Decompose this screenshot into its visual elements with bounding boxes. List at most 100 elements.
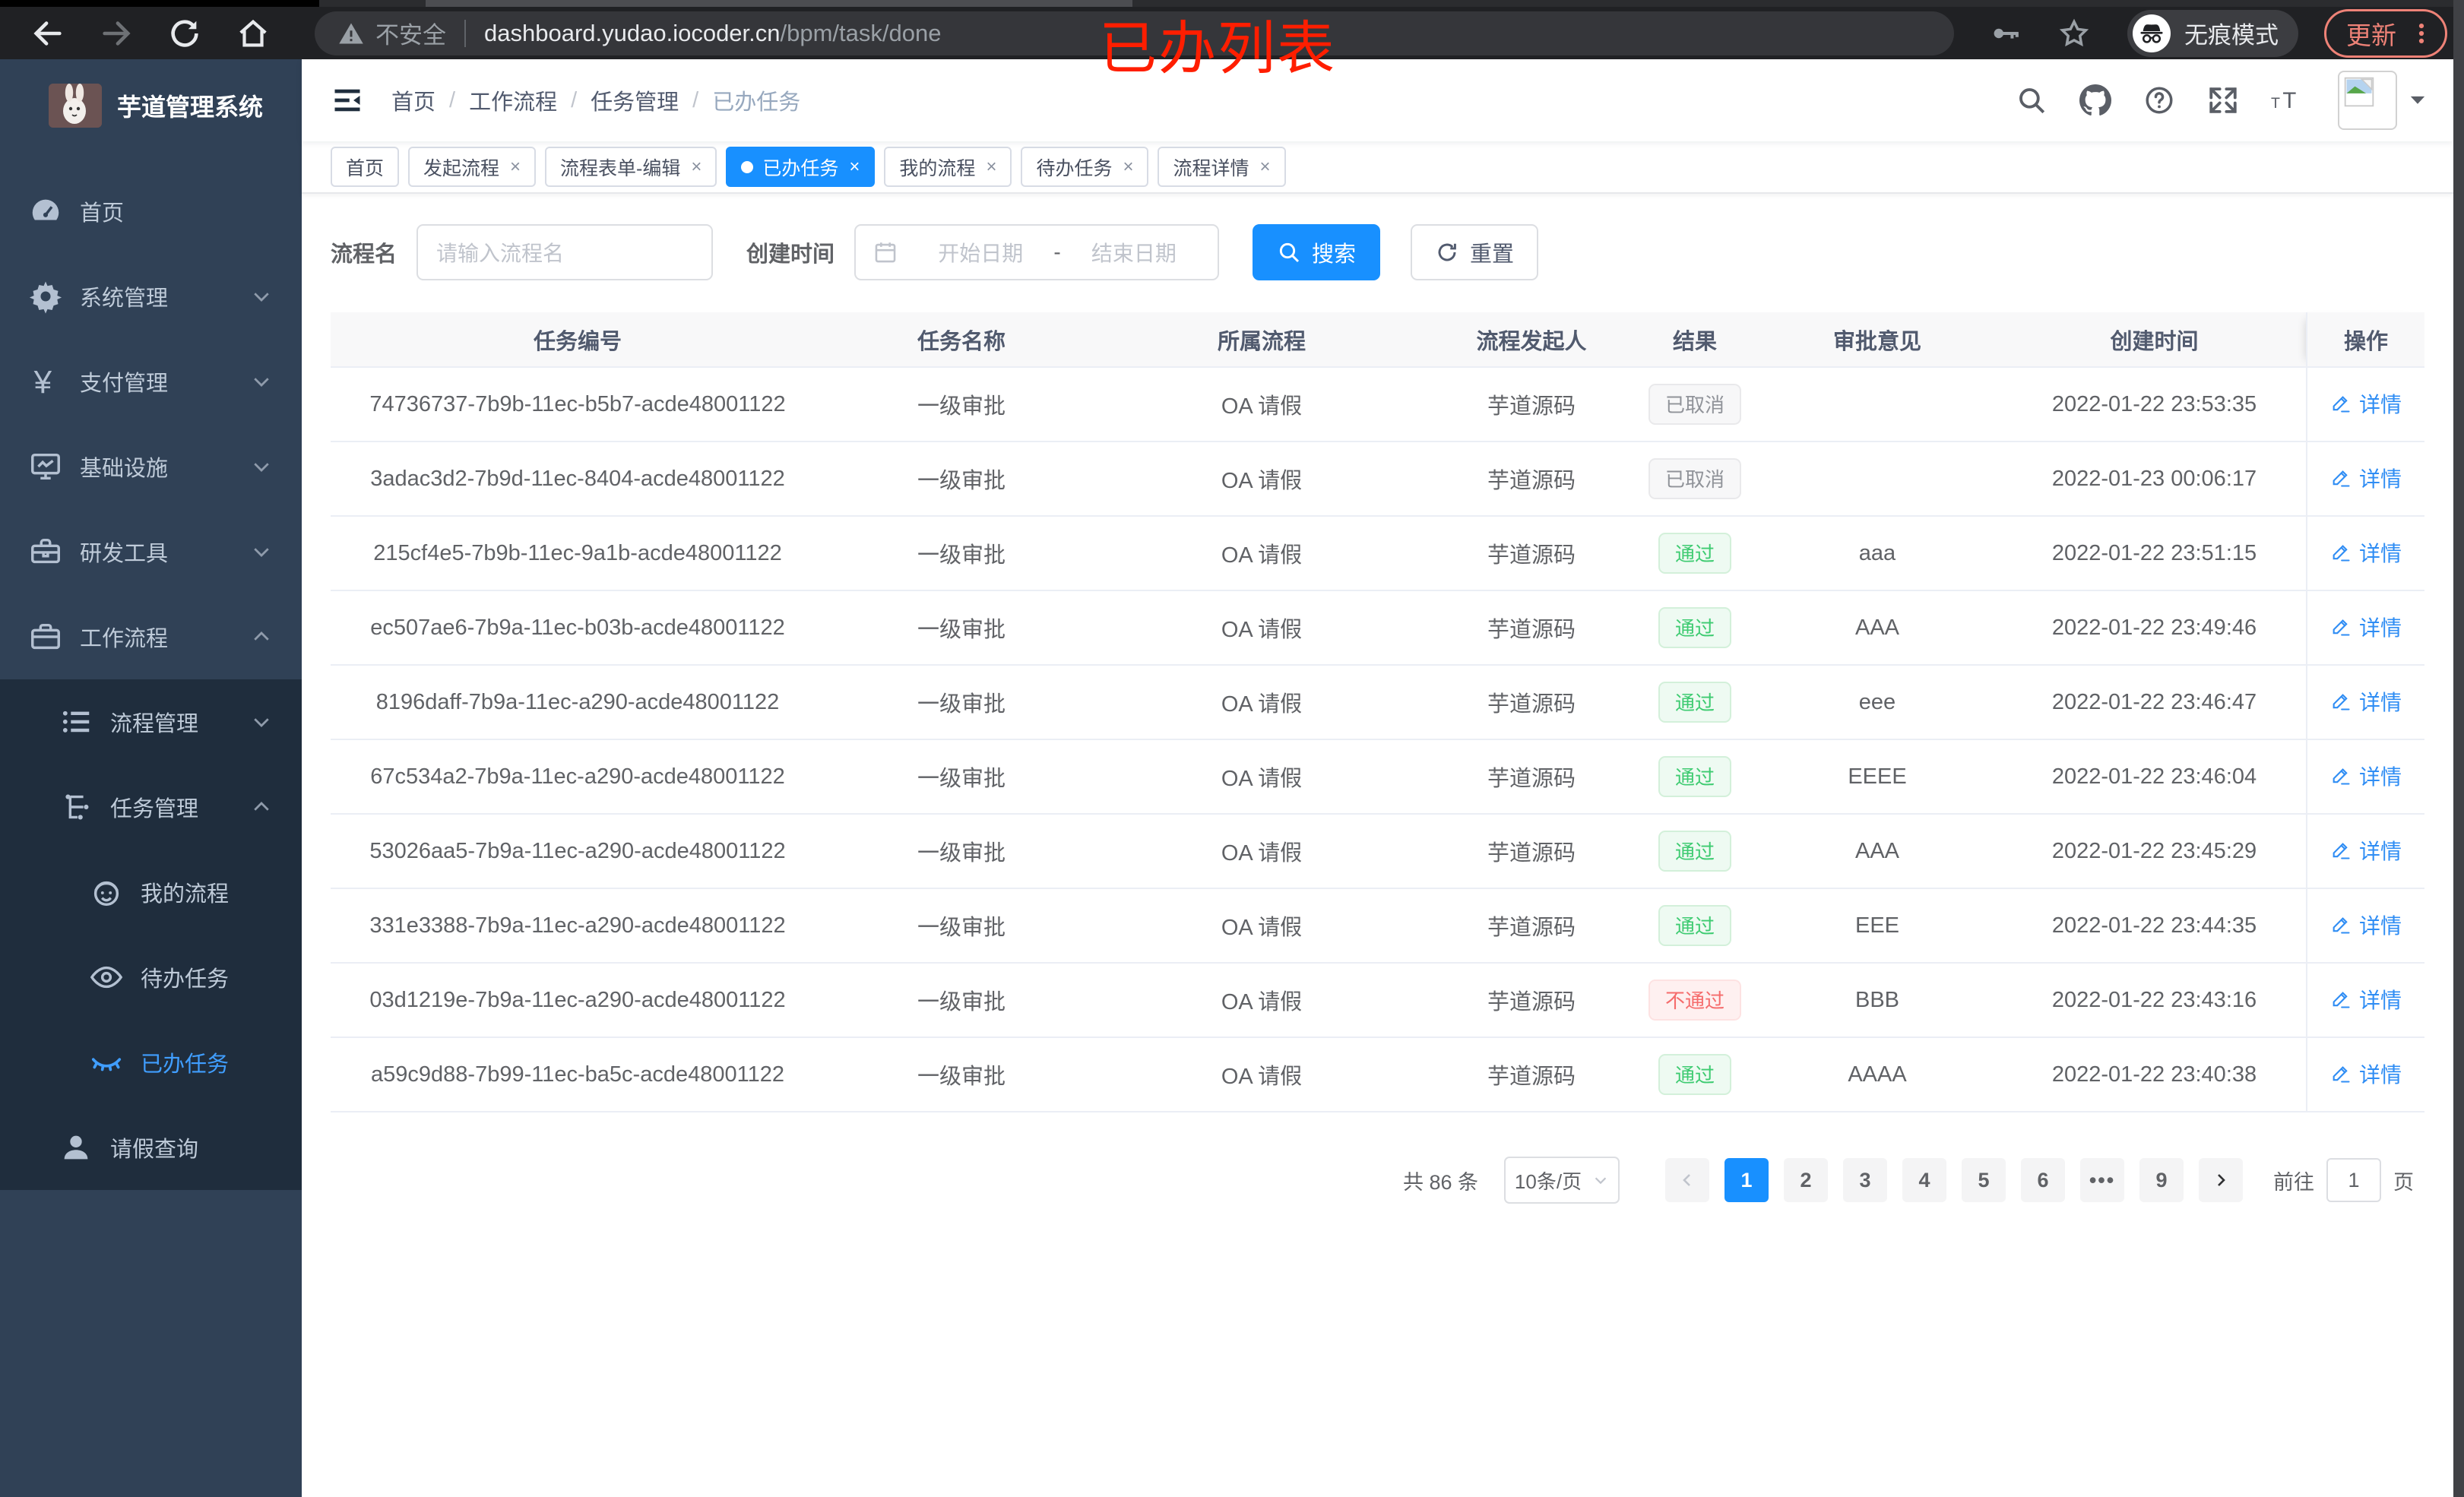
page-ellipsis[interactable]: ••• bbox=[2080, 1158, 2124, 1202]
page-button-5[interactable]: 5 bbox=[1962, 1158, 2006, 1202]
start-date-placeholder: 开始日期 bbox=[938, 242, 1024, 265]
tab-流程表单-编辑[interactable]: 流程表单-编辑 × bbox=[545, 147, 717, 187]
detail-link[interactable]: 详情 bbox=[2330, 537, 2402, 568]
page-size-select[interactable]: 10条/页 bbox=[1504, 1157, 1620, 1204]
page-button-1[interactable]: 1 bbox=[1724, 1158, 1769, 1202]
avatar-caret-icon[interactable] bbox=[2409, 94, 2426, 106]
date-range-input[interactable]: 开始日期 - 结束日期 bbox=[854, 224, 1220, 280]
detail-label: 详情 bbox=[2358, 989, 2402, 1012]
close-icon[interactable]: × bbox=[510, 156, 521, 177]
table-row: 03d1219e-7b9a-11ec-a290-acde48001122 一级审批… bbox=[331, 963, 2424, 1038]
reload-icon[interactable] bbox=[167, 16, 202, 51]
detail-link[interactable]: 详情 bbox=[2330, 984, 2402, 1014]
page-button-6[interactable]: 6 bbox=[2021, 1158, 2065, 1202]
action-cell: 详情 bbox=[2306, 665, 2424, 740]
tab-我的流程[interactable]: 我的流程 × bbox=[884, 147, 1012, 187]
sidebar-item-待办任务[interactable]: 待办任务 bbox=[0, 935, 302, 1020]
sidebar-item-label: 已办任务 bbox=[141, 1052, 230, 1077]
column-header: 流程发起人 bbox=[1425, 312, 1638, 368]
search-button[interactable]: 搜索 bbox=[1253, 224, 1381, 280]
help-icon[interactable] bbox=[2143, 84, 2175, 116]
task-id-cell: 03d1219e-7b9a-11ec-a290-acde48001122 bbox=[331, 963, 825, 1038]
sidebar-item-支付管理[interactable]: ¥ 支付管理 bbox=[0, 339, 302, 424]
breadcrumb: 首页 / 工作流程 / 任务管理 / 已办任务 bbox=[391, 84, 800, 116]
tab-发起流程[interactable]: 发起流程 × bbox=[408, 147, 537, 187]
table-row: a59c9d88-7b99-11ec-ba5c-acde48001122 一级审批… bbox=[331, 1037, 2424, 1112]
sidebar-item-请假查询[interactable]: 请假查询 bbox=[0, 1105, 302, 1190]
sidebar-item-研发工具[interactable]: 研发工具 bbox=[0, 509, 302, 594]
tab-已办任务[interactable]: 已办任务 × bbox=[726, 147, 876, 187]
sidebar-item-我的流程[interactable]: 我的流程 bbox=[0, 850, 302, 935]
sidebar-item-首页[interactable]: 首页 bbox=[0, 169, 302, 254]
browser-active-tab[interactable] bbox=[426, 0, 1132, 7]
detail-link[interactable]: 详情 bbox=[2330, 761, 2402, 791]
close-icon[interactable]: × bbox=[849, 156, 860, 177]
search-icon[interactable] bbox=[2016, 84, 2048, 116]
active-dot bbox=[741, 160, 754, 173]
process-name-input[interactable]: 请输入流程名 bbox=[416, 224, 714, 280]
close-icon[interactable]: × bbox=[1123, 156, 1134, 177]
time-cell: 2022-01-22 23:46:04 bbox=[2003, 739, 2307, 815]
svg-text:T: T bbox=[2271, 95, 2280, 112]
browser-menu-icon[interactable] bbox=[2409, 21, 2434, 46]
sidebar-logo-row[interactable]: 芋道管理系统 bbox=[0, 59, 302, 152]
page-button-4[interactable]: 4 bbox=[1902, 1158, 1946, 1202]
detail-link[interactable]: 详情 bbox=[2330, 686, 2402, 717]
sidebar-item-label: 流程管理 bbox=[110, 712, 199, 736]
breadcrumb-home[interactable]: 首页 bbox=[391, 90, 436, 115]
task-id-cell: 215cf4e5-7b9b-11ec-9a1b-acde48001122 bbox=[331, 516, 825, 591]
sidebar-item-任务管理[interactable]: 任务管理 bbox=[0, 764, 302, 850]
result-cell: 已取消 bbox=[1638, 367, 1752, 442]
task-id-cell: a59c9d88-7b99-11ec-ba5c-acde48001122 bbox=[331, 1037, 825, 1112]
bookmark-star-icon[interactable] bbox=[2057, 17, 2091, 50]
sidebar-item-流程管理[interactable]: 流程管理 bbox=[0, 679, 302, 764]
not-secure-label[interactable]: 不安全 bbox=[375, 22, 446, 49]
page-button-9[interactable]: 9 bbox=[2139, 1158, 2184, 1202]
breadcrumb-workflow[interactable]: 工作流程 bbox=[469, 90, 558, 115]
sidebar-item-工作流程[interactable]: 工作流程 bbox=[0, 594, 302, 679]
detail-link[interactable]: 详情 bbox=[2330, 1059, 2402, 1089]
sidebar-collapse-icon[interactable] bbox=[331, 84, 364, 117]
tab-待办任务[interactable]: 待办任务 × bbox=[1021, 147, 1149, 187]
tab-流程详情[interactable]: 流程详情 × bbox=[1158, 147, 1286, 187]
back-icon[interactable] bbox=[30, 16, 65, 51]
goto-page-input[interactable]: 1 bbox=[2326, 1158, 2381, 1202]
sidebar-item-已办任务[interactable]: 已办任务 bbox=[0, 1020, 302, 1105]
fullscreen-icon[interactable] bbox=[2207, 84, 2239, 116]
page-button-2[interactable]: 2 bbox=[1784, 1158, 1828, 1202]
avatar[interactable] bbox=[2338, 71, 2397, 130]
reset-button[interactable]: 重置 bbox=[1411, 224, 1539, 280]
detail-label: 详情 bbox=[2358, 393, 2402, 416]
sidebar-item-基础设施[interactable]: 基础设施 bbox=[0, 424, 302, 509]
time-cell: 2022-01-22 23:43:16 bbox=[2003, 963, 2307, 1038]
svg-text:T: T bbox=[2282, 88, 2296, 113]
github-icon[interactable] bbox=[2079, 84, 2111, 116]
detail-link[interactable]: 详情 bbox=[2330, 388, 2402, 419]
prev-page-button[interactable] bbox=[1665, 1158, 1709, 1202]
update-label[interactable]: 更新 bbox=[2346, 21, 2396, 49]
tab-首页[interactable]: 首页 bbox=[331, 147, 400, 187]
home-icon[interactable] bbox=[236, 16, 271, 51]
close-icon[interactable]: × bbox=[691, 156, 702, 177]
next-page-button[interactable] bbox=[2199, 1158, 2243, 1202]
incognito-badge: 无痕模式 bbox=[2127, 9, 2298, 57]
chevron-down-icon bbox=[250, 711, 273, 733]
close-icon[interactable]: × bbox=[1259, 156, 1271, 177]
detail-link[interactable]: 详情 bbox=[2330, 463, 2402, 493]
detail-link[interactable]: 详情 bbox=[2330, 835, 2402, 866]
close-icon[interactable]: × bbox=[986, 156, 997, 177]
total-count: 共 86 条 bbox=[1402, 1170, 1478, 1194]
chevron-down-icon bbox=[250, 370, 273, 393]
password-key-icon[interactable] bbox=[1989, 17, 2022, 50]
forward-icon[interactable] bbox=[99, 16, 134, 51]
detail-link[interactable]: 详情 bbox=[2330, 612, 2402, 642]
page-button-3[interactable]: 3 bbox=[1843, 1158, 1887, 1202]
starter-cell: 芋道源码 bbox=[1425, 888, 1638, 964]
sidebar-item-系统管理[interactable]: 系统管理 bbox=[0, 254, 302, 339]
breadcrumb-task-mgmt[interactable]: 任务管理 bbox=[591, 90, 679, 115]
update-button[interactable]: 更新 bbox=[2324, 8, 2447, 58]
address-bar[interactable]: 不安全 dashboard.yudao.iocoder.cn /bpm/task… bbox=[315, 11, 1954, 55]
detail-link[interactable]: 详情 bbox=[2330, 910, 2402, 940]
